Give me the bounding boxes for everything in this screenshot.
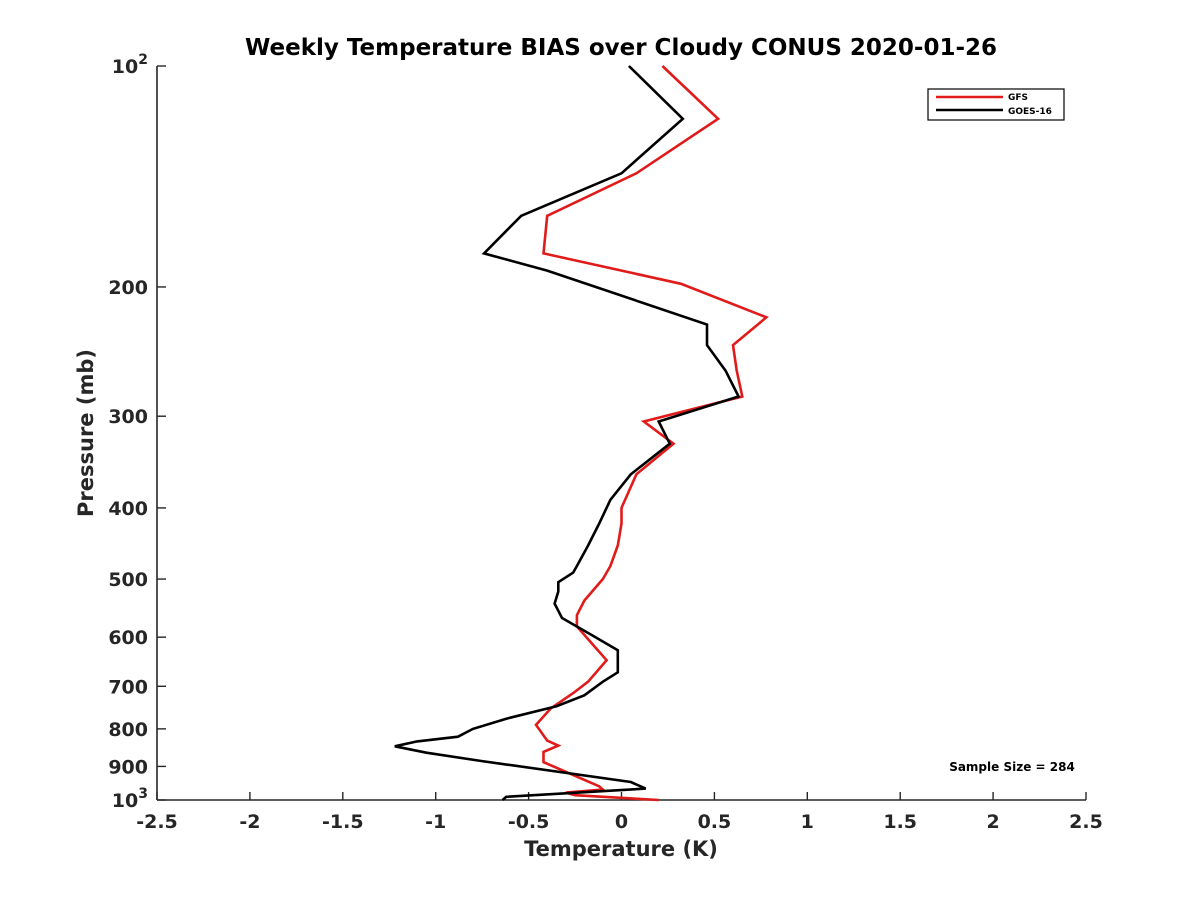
x-tick-label: -1.5 <box>322 811 364 833</box>
x-tick-label: 2 <box>986 811 999 833</box>
y-tick-label: 900 <box>108 756 148 778</box>
x-tick-label: 1 <box>801 811 814 833</box>
series-line-goes16 <box>394 65 741 801</box>
y-axis-ticks: 102 200 300 400 500 600 700 800 900 103 <box>108 52 166 812</box>
chart-title: Weekly Temperature BIAS over Cloudy CONU… <box>245 35 997 61</box>
x-tick-label: -0.5 <box>508 811 550 833</box>
y-tick-label: 103 <box>112 786 148 812</box>
y-tick-label: 800 <box>108 719 148 741</box>
y-tick-label: 300 <box>108 406 148 428</box>
x-tick-label: -2 <box>239 811 260 833</box>
y-tick-label: 600 <box>108 627 148 649</box>
y-tick-label: 400 <box>108 498 148 520</box>
y-tick-label: 700 <box>108 676 148 698</box>
x-tick-label: -1 <box>425 811 446 833</box>
y-tick-label: 200 <box>108 277 148 299</box>
legend-label-goes16: GOES-16 <box>1008 107 1052 117</box>
legend: GFS GOES-16 <box>927 88 1065 121</box>
y-axis-title: Pressure (mb) <box>74 349 98 517</box>
series-lines <box>394 65 769 802</box>
x-tick-label: 1.5 <box>883 811 917 833</box>
series-line-gfs <box>534 65 769 802</box>
legend-box <box>927 88 1065 121</box>
legend-label-gfs: GFS <box>1008 93 1028 103</box>
x-tick-label: 2.5 <box>1069 811 1103 833</box>
y-tick-label: 102 <box>112 52 148 78</box>
x-tick-label: -2.5 <box>136 811 178 833</box>
x-tick-label: 0 <box>615 811 628 833</box>
x-axis-ticks: -2.5 -2 -1.5 -1 -0.5 0 0.5 1 1.5 2 2.5 <box>136 792 1103 833</box>
x-tick-label: 0.5 <box>698 811 732 833</box>
x-axis-title: Temperature (K) <box>524 837 718 861</box>
sample-size-annotation: Sample Size = 284 <box>949 760 1075 774</box>
y-tick-label: 500 <box>108 569 148 591</box>
